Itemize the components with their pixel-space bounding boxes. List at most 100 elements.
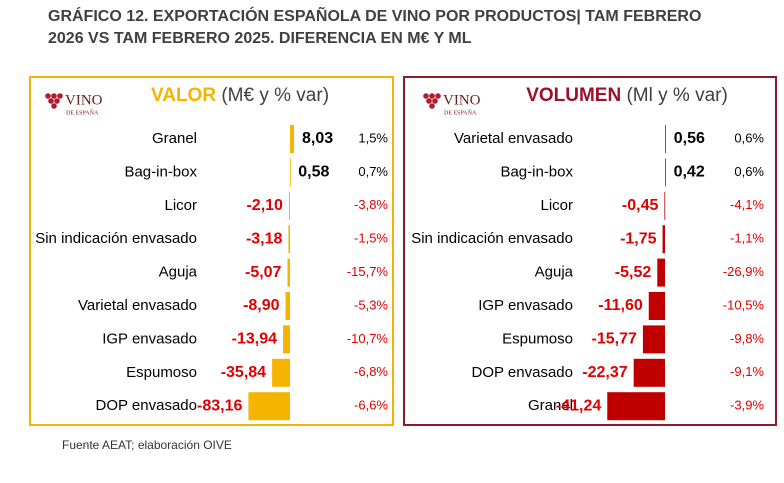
source: Fuente AEAT; elaboración OIVE bbox=[62, 438, 232, 452]
category-label: Aguja bbox=[535, 264, 574, 281]
category-label: Varietal envasado bbox=[454, 130, 573, 147]
category-label: IGP envasado bbox=[102, 330, 197, 347]
category-label: Sin indicación envasado bbox=[35, 230, 197, 247]
bar bbox=[288, 225, 290, 254]
value-label: -13,94 bbox=[232, 331, 277, 348]
bar bbox=[290, 158, 291, 187]
pct-label: -6,6% bbox=[354, 398, 388, 413]
pct-label: 0,6% bbox=[734, 164, 764, 179]
bar bbox=[665, 158, 666, 187]
page-title: 2026 VS TAM FEBRERO 2025. DIFERENCIA EN … bbox=[48, 30, 472, 47]
value-label: -5,07 bbox=[245, 264, 282, 281]
category-label: Granel bbox=[152, 130, 197, 147]
bar bbox=[607, 392, 665, 421]
pct-label: -9,1% bbox=[730, 364, 764, 379]
logo-grape bbox=[48, 98, 54, 104]
pct-label: -3,9% bbox=[730, 398, 764, 413]
pct-label: -10,5% bbox=[723, 297, 765, 312]
category-label: Licor bbox=[164, 197, 197, 214]
pct-label: -9,8% bbox=[730, 331, 764, 346]
pct-label: -3,8% bbox=[354, 197, 388, 212]
bar bbox=[272, 358, 290, 387]
value-label: -22,37 bbox=[582, 364, 627, 381]
panel-title: VALOR (M€ y % var) bbox=[151, 85, 329, 106]
bar bbox=[285, 292, 290, 320]
pct-label: 0,6% bbox=[734, 130, 764, 145]
bar bbox=[657, 258, 665, 287]
page-title: GRÁFICO 12. EXPORTACIÓN ESPAÑOLA DE VINO… bbox=[48, 5, 701, 25]
category-label: DOP envasado bbox=[472, 364, 573, 381]
category-label: Varietal envasado bbox=[78, 297, 197, 314]
logo-grape bbox=[45, 93, 51, 99]
category-label: Aguja bbox=[159, 264, 198, 281]
panel-subtitle: (M€ y % var) bbox=[221, 85, 329, 106]
category-label: Espumoso bbox=[502, 330, 573, 347]
value-label: -83,16 bbox=[197, 397, 242, 414]
logo-grape bbox=[54, 98, 60, 104]
category-label: Licor bbox=[540, 197, 573, 214]
bar bbox=[648, 292, 665, 320]
value-label: -35,84 bbox=[221, 364, 266, 381]
value-label: 8,03 bbox=[302, 130, 333, 147]
pct-label: -4,1% bbox=[730, 197, 764, 212]
value-label: 0,58 bbox=[298, 164, 329, 181]
bar bbox=[642, 325, 665, 354]
bar bbox=[283, 325, 290, 354]
panel-subtitle: (Ml y % var) bbox=[626, 85, 727, 106]
pct-label: -6,8% bbox=[354, 364, 388, 379]
value-label: -5,52 bbox=[615, 264, 652, 281]
panel-title-main: VOLUMEN bbox=[526, 85, 621, 106]
logo-grape bbox=[432, 98, 438, 104]
logo-text: VINO bbox=[443, 92, 481, 108]
logo-grape bbox=[429, 93, 435, 99]
value-label: -15,77 bbox=[592, 331, 637, 348]
bar bbox=[662, 225, 665, 254]
panel-border bbox=[29, 76, 394, 426]
bar bbox=[633, 358, 665, 387]
value-label: -8,90 bbox=[243, 297, 280, 314]
bar bbox=[290, 125, 295, 153]
pct-label: -1,5% bbox=[354, 231, 388, 246]
logo-grape bbox=[435, 93, 441, 99]
category-label: Sin indicación envasado bbox=[411, 230, 573, 247]
pct-label: -10,7% bbox=[347, 331, 389, 346]
category-label: Bag-in-box bbox=[500, 163, 573, 180]
panel-title: VOLUMEN (Ml y % var) bbox=[526, 85, 728, 106]
value-label: -11,60 bbox=[598, 297, 643, 314]
logo-grape bbox=[57, 93, 63, 99]
category-label: Espumoso bbox=[126, 364, 197, 381]
value-label: -0,45 bbox=[622, 197, 659, 214]
value-label: -3,18 bbox=[246, 230, 283, 247]
logo-grape bbox=[51, 93, 57, 99]
value-label: -1,75 bbox=[620, 230, 657, 247]
category-label: IGP envasado bbox=[478, 297, 573, 314]
logo-subtext: DE ESPAÑA bbox=[66, 108, 99, 116]
logo-grape bbox=[423, 93, 429, 99]
logo-grape bbox=[426, 98, 432, 104]
value-label: 0,56 bbox=[674, 130, 705, 147]
category-label: Bag-in-box bbox=[124, 163, 197, 180]
pct-label: 0,7% bbox=[358, 164, 388, 179]
logo-subtext: DE ESPAÑA bbox=[444, 108, 477, 116]
logo-grape bbox=[51, 103, 57, 109]
panel-border bbox=[403, 76, 777, 426]
category-label: DOP envasado bbox=[96, 397, 197, 414]
pct-label: 1,5% bbox=[358, 130, 388, 145]
value-label: -41,24 bbox=[556, 397, 601, 414]
bar bbox=[664, 191, 666, 220]
pct-label: -15,7% bbox=[347, 264, 389, 279]
pct-label: -26,9% bbox=[723, 264, 765, 279]
panel-title-main: VALOR bbox=[151, 85, 216, 106]
logo-grape bbox=[429, 103, 435, 109]
bar bbox=[288, 191, 290, 220]
value-label: -2,10 bbox=[246, 197, 283, 214]
category-label: Granel bbox=[528, 397, 573, 414]
bar bbox=[287, 258, 290, 287]
pct-label: -1,1% bbox=[730, 231, 764, 246]
bar bbox=[248, 392, 290, 421]
bar bbox=[665, 125, 666, 153]
value-label: 0,42 bbox=[674, 164, 705, 181]
